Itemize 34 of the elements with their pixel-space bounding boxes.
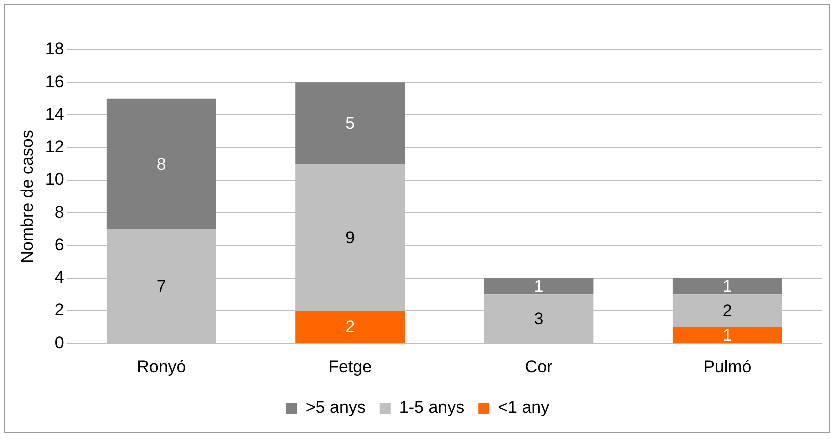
bar [296, 310, 406, 344]
legend-label: <1 any [498, 398, 550, 418]
data-label: 9 [346, 228, 356, 248]
x-tick-label: Fetge [328, 357, 372, 376]
bar [106, 98, 216, 230]
y-tick-label: 2 [54, 300, 64, 320]
legend-label: >5 anys [306, 398, 366, 418]
data-label: 3 [534, 310, 544, 329]
data-label: 2 [722, 302, 732, 321]
y-tick-label: 12 [45, 138, 64, 157]
y-tick-label: 0 [54, 333, 64, 352]
y-tick-label: 18 [45, 40, 64, 59]
x-tick-label: Pulmó [704, 357, 752, 376]
bar [484, 278, 594, 295]
data-label: 8 [156, 154, 166, 174]
bar [296, 82, 406, 164]
y-tick-label: 8 [54, 202, 64, 222]
legend-label: 1-5 anys [399, 398, 465, 418]
x-tick-label: Ronyó [137, 357, 186, 376]
y-axis-title: Nombre de casos [18, 130, 37, 264]
y-tick-label: 4 [54, 268, 64, 288]
y-tick-label: 6 [54, 235, 64, 254]
y-tick-label: 14 [45, 104, 64, 124]
y-tick-label: 10 [45, 170, 64, 190]
bar [672, 327, 782, 344]
data-label: 1 [722, 277, 732, 296]
y-tick-label: 16 [45, 72, 64, 92]
bar [672, 278, 782, 295]
data-label: 1 [722, 326, 732, 345]
data-label: 1 [534, 277, 544, 296]
data-label: 7 [156, 276, 166, 296]
data-label: 2 [346, 318, 356, 337]
data-label: 5 [346, 114, 356, 134]
x-tick-label: Cor [525, 357, 554, 376]
